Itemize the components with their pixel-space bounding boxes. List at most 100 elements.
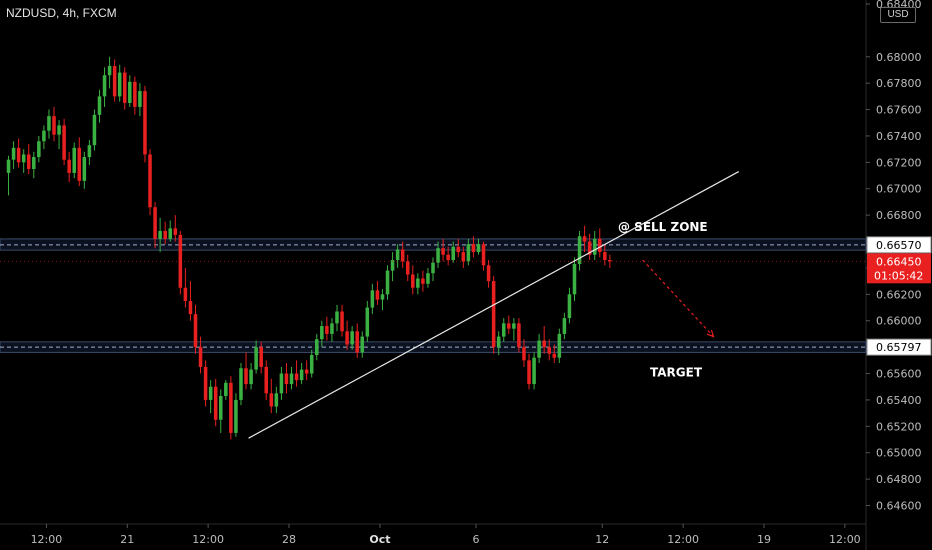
candle-body <box>218 395 223 420</box>
candle-body <box>203 366 208 400</box>
candle-body <box>198 347 203 367</box>
candle <box>11 141 16 169</box>
target-zone-price-tag: 0.65797 <box>866 338 932 356</box>
candle-body <box>405 261 410 275</box>
time-tick-label: 21 <box>120 533 134 546</box>
candle-body <box>254 347 258 370</box>
candle-body <box>557 333 562 358</box>
candle <box>315 333 319 361</box>
candle-body <box>158 230 162 239</box>
candle <box>436 241 440 268</box>
time-tick-label: 12:00 <box>667 533 699 546</box>
candle-body <box>421 278 425 284</box>
candle-body <box>431 262 435 274</box>
candle <box>16 138 21 168</box>
candle-body <box>239 368 243 400</box>
candle <box>476 238 481 255</box>
candle <box>416 273 420 295</box>
candle-body <box>603 252 607 261</box>
price-tick-label: 0.68000 <box>876 51 922 64</box>
candle-body <box>279 373 284 394</box>
time-tick-label: 12:00 <box>192 533 224 546</box>
candle-body <box>587 241 592 255</box>
candle-body <box>274 393 279 407</box>
candle <box>426 267 430 288</box>
candle-body <box>77 147 82 181</box>
candle-body <box>522 347 526 361</box>
candle-body <box>269 393 274 407</box>
price-tag-label: 0.66570 <box>876 239 922 252</box>
time-tick-label: 19 <box>757 533 771 546</box>
candle <box>183 267 188 308</box>
candle <box>411 265 415 295</box>
price-tag-box <box>866 338 932 356</box>
time-tick-label: 6 <box>472 533 479 546</box>
time-axis[interactable]: 12:00 21 12:00 28 Oct 6 12 12:00 19 12:00 <box>31 524 861 546</box>
candle <box>456 238 461 258</box>
candle <box>380 289 385 311</box>
candle-body <box>6 159 11 173</box>
candle <box>279 366 284 400</box>
candle-body <box>547 347 551 354</box>
candle-body <box>72 147 76 173</box>
price-tick-label: 0.67400 <box>876 130 922 143</box>
candle <box>400 241 405 268</box>
candle-body <box>62 125 66 160</box>
candle <box>163 221 167 245</box>
candle <box>47 109 51 139</box>
price-tick-label: 0.65200 <box>876 420 922 433</box>
candle-body <box>153 207 157 239</box>
candlestick-series <box>6 56 612 440</box>
candle-body <box>385 270 390 295</box>
candle <box>82 151 87 189</box>
currency-badge[interactable]: USD <box>880 7 916 23</box>
candle-body <box>259 347 263 367</box>
candle <box>390 252 395 282</box>
candle <box>405 254 410 282</box>
candle <box>52 106 56 142</box>
candle-body <box>315 339 319 356</box>
candle-body <box>102 75 107 97</box>
candle-body <box>52 116 56 135</box>
candle-body <box>350 331 354 345</box>
candle-body <box>229 382 233 433</box>
candle-body <box>97 96 102 115</box>
candle <box>289 366 294 390</box>
candle-body <box>375 290 380 300</box>
candle <box>542 326 546 354</box>
candle-body <box>128 81 132 103</box>
price-tick-label: 0.64800 <box>876 473 922 486</box>
candle <box>537 333 541 363</box>
candle <box>421 270 425 292</box>
candle <box>395 244 400 268</box>
candle <box>461 246 466 268</box>
last-price-box <box>867 253 931 284</box>
candle <box>527 353 531 390</box>
candle-body <box>213 386 218 420</box>
candle-body <box>183 287 188 301</box>
candle <box>496 331 501 356</box>
candle <box>92 109 97 151</box>
candle <box>597 228 602 258</box>
candle <box>567 287 572 324</box>
candle-body <box>360 336 365 353</box>
candle <box>213 378 218 427</box>
candle-body <box>390 260 395 271</box>
candle-body <box>173 228 178 235</box>
price-tick-label: 0.67000 <box>876 183 922 196</box>
price-tag-label: 0.65797 <box>876 341 922 354</box>
candle <box>299 362 304 385</box>
candle <box>557 328 562 363</box>
candle-body <box>542 340 546 348</box>
candle <box>501 318 506 342</box>
candle-body <box>395 249 400 261</box>
price-tick-label: 0.67800 <box>876 77 922 90</box>
drawings <box>0 171 866 439</box>
price-axis[interactable]: 0.68400 0.68000 0.67800 0.67600 0.67400 0.672… <box>866 0 932 513</box>
candle-body <box>87 145 92 158</box>
candle <box>446 246 450 266</box>
symbol-title[interactable]: NZDUSD, 4h, FXCM <box>6 6 117 20</box>
target-label: TARGET <box>650 365 703 379</box>
candle <box>340 304 344 337</box>
